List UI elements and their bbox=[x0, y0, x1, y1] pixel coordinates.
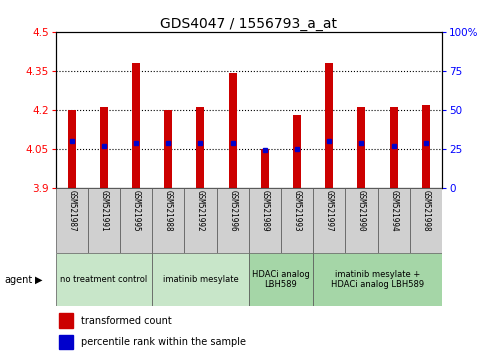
Title: GDS4047 / 1556793_a_at: GDS4047 / 1556793_a_at bbox=[160, 17, 337, 31]
Text: imatinib mesylate +
HDACi analog LBH589: imatinib mesylate + HDACi analog LBH589 bbox=[331, 270, 424, 289]
Text: GSM521995: GSM521995 bbox=[131, 190, 141, 231]
Text: GSM521997: GSM521997 bbox=[325, 190, 334, 231]
Text: GSM521998: GSM521998 bbox=[421, 190, 430, 231]
Text: GSM521991: GSM521991 bbox=[99, 190, 108, 231]
Text: GSM521989: GSM521989 bbox=[260, 190, 270, 231]
Bar bbox=[261, 149, 269, 188]
Bar bbox=[56, 188, 88, 253]
Text: GSM521993: GSM521993 bbox=[293, 190, 301, 231]
Bar bbox=[281, 188, 313, 253]
Text: GSM521987: GSM521987 bbox=[67, 190, 76, 231]
Text: GSM521992: GSM521992 bbox=[196, 190, 205, 231]
Bar bbox=[345, 188, 378, 253]
Bar bbox=[56, 253, 152, 306]
Text: percentile rank within the sample: percentile rank within the sample bbox=[81, 337, 246, 347]
Bar bbox=[313, 253, 442, 306]
Text: GSM521988: GSM521988 bbox=[164, 190, 173, 231]
Text: no treatment control: no treatment control bbox=[60, 275, 147, 284]
Bar bbox=[293, 115, 301, 188]
Bar bbox=[59, 313, 73, 328]
Text: GSM521996: GSM521996 bbox=[228, 190, 237, 231]
Bar bbox=[152, 188, 185, 253]
Bar bbox=[164, 110, 172, 188]
Bar bbox=[249, 188, 281, 253]
Text: transformed count: transformed count bbox=[81, 315, 171, 326]
Bar bbox=[68, 110, 76, 188]
Bar bbox=[59, 335, 73, 349]
Text: ▶: ▶ bbox=[35, 275, 43, 285]
Text: HDACi analog
LBH589: HDACi analog LBH589 bbox=[252, 270, 310, 289]
Bar bbox=[357, 107, 366, 188]
Bar bbox=[100, 107, 108, 188]
Bar bbox=[325, 63, 333, 188]
Bar bbox=[390, 107, 398, 188]
Bar bbox=[378, 188, 410, 253]
Bar bbox=[88, 188, 120, 253]
Bar bbox=[422, 104, 430, 188]
Bar bbox=[132, 63, 140, 188]
Text: GSM521994: GSM521994 bbox=[389, 190, 398, 231]
Bar bbox=[185, 188, 216, 253]
Text: agent: agent bbox=[5, 275, 33, 285]
Bar bbox=[197, 107, 204, 188]
Bar bbox=[249, 253, 313, 306]
Bar bbox=[152, 253, 249, 306]
Text: imatinib mesylate: imatinib mesylate bbox=[163, 275, 238, 284]
Bar bbox=[216, 188, 249, 253]
Bar bbox=[228, 73, 237, 188]
Bar bbox=[120, 188, 152, 253]
Bar bbox=[410, 188, 442, 253]
Text: GSM521990: GSM521990 bbox=[357, 190, 366, 231]
Bar bbox=[313, 188, 345, 253]
